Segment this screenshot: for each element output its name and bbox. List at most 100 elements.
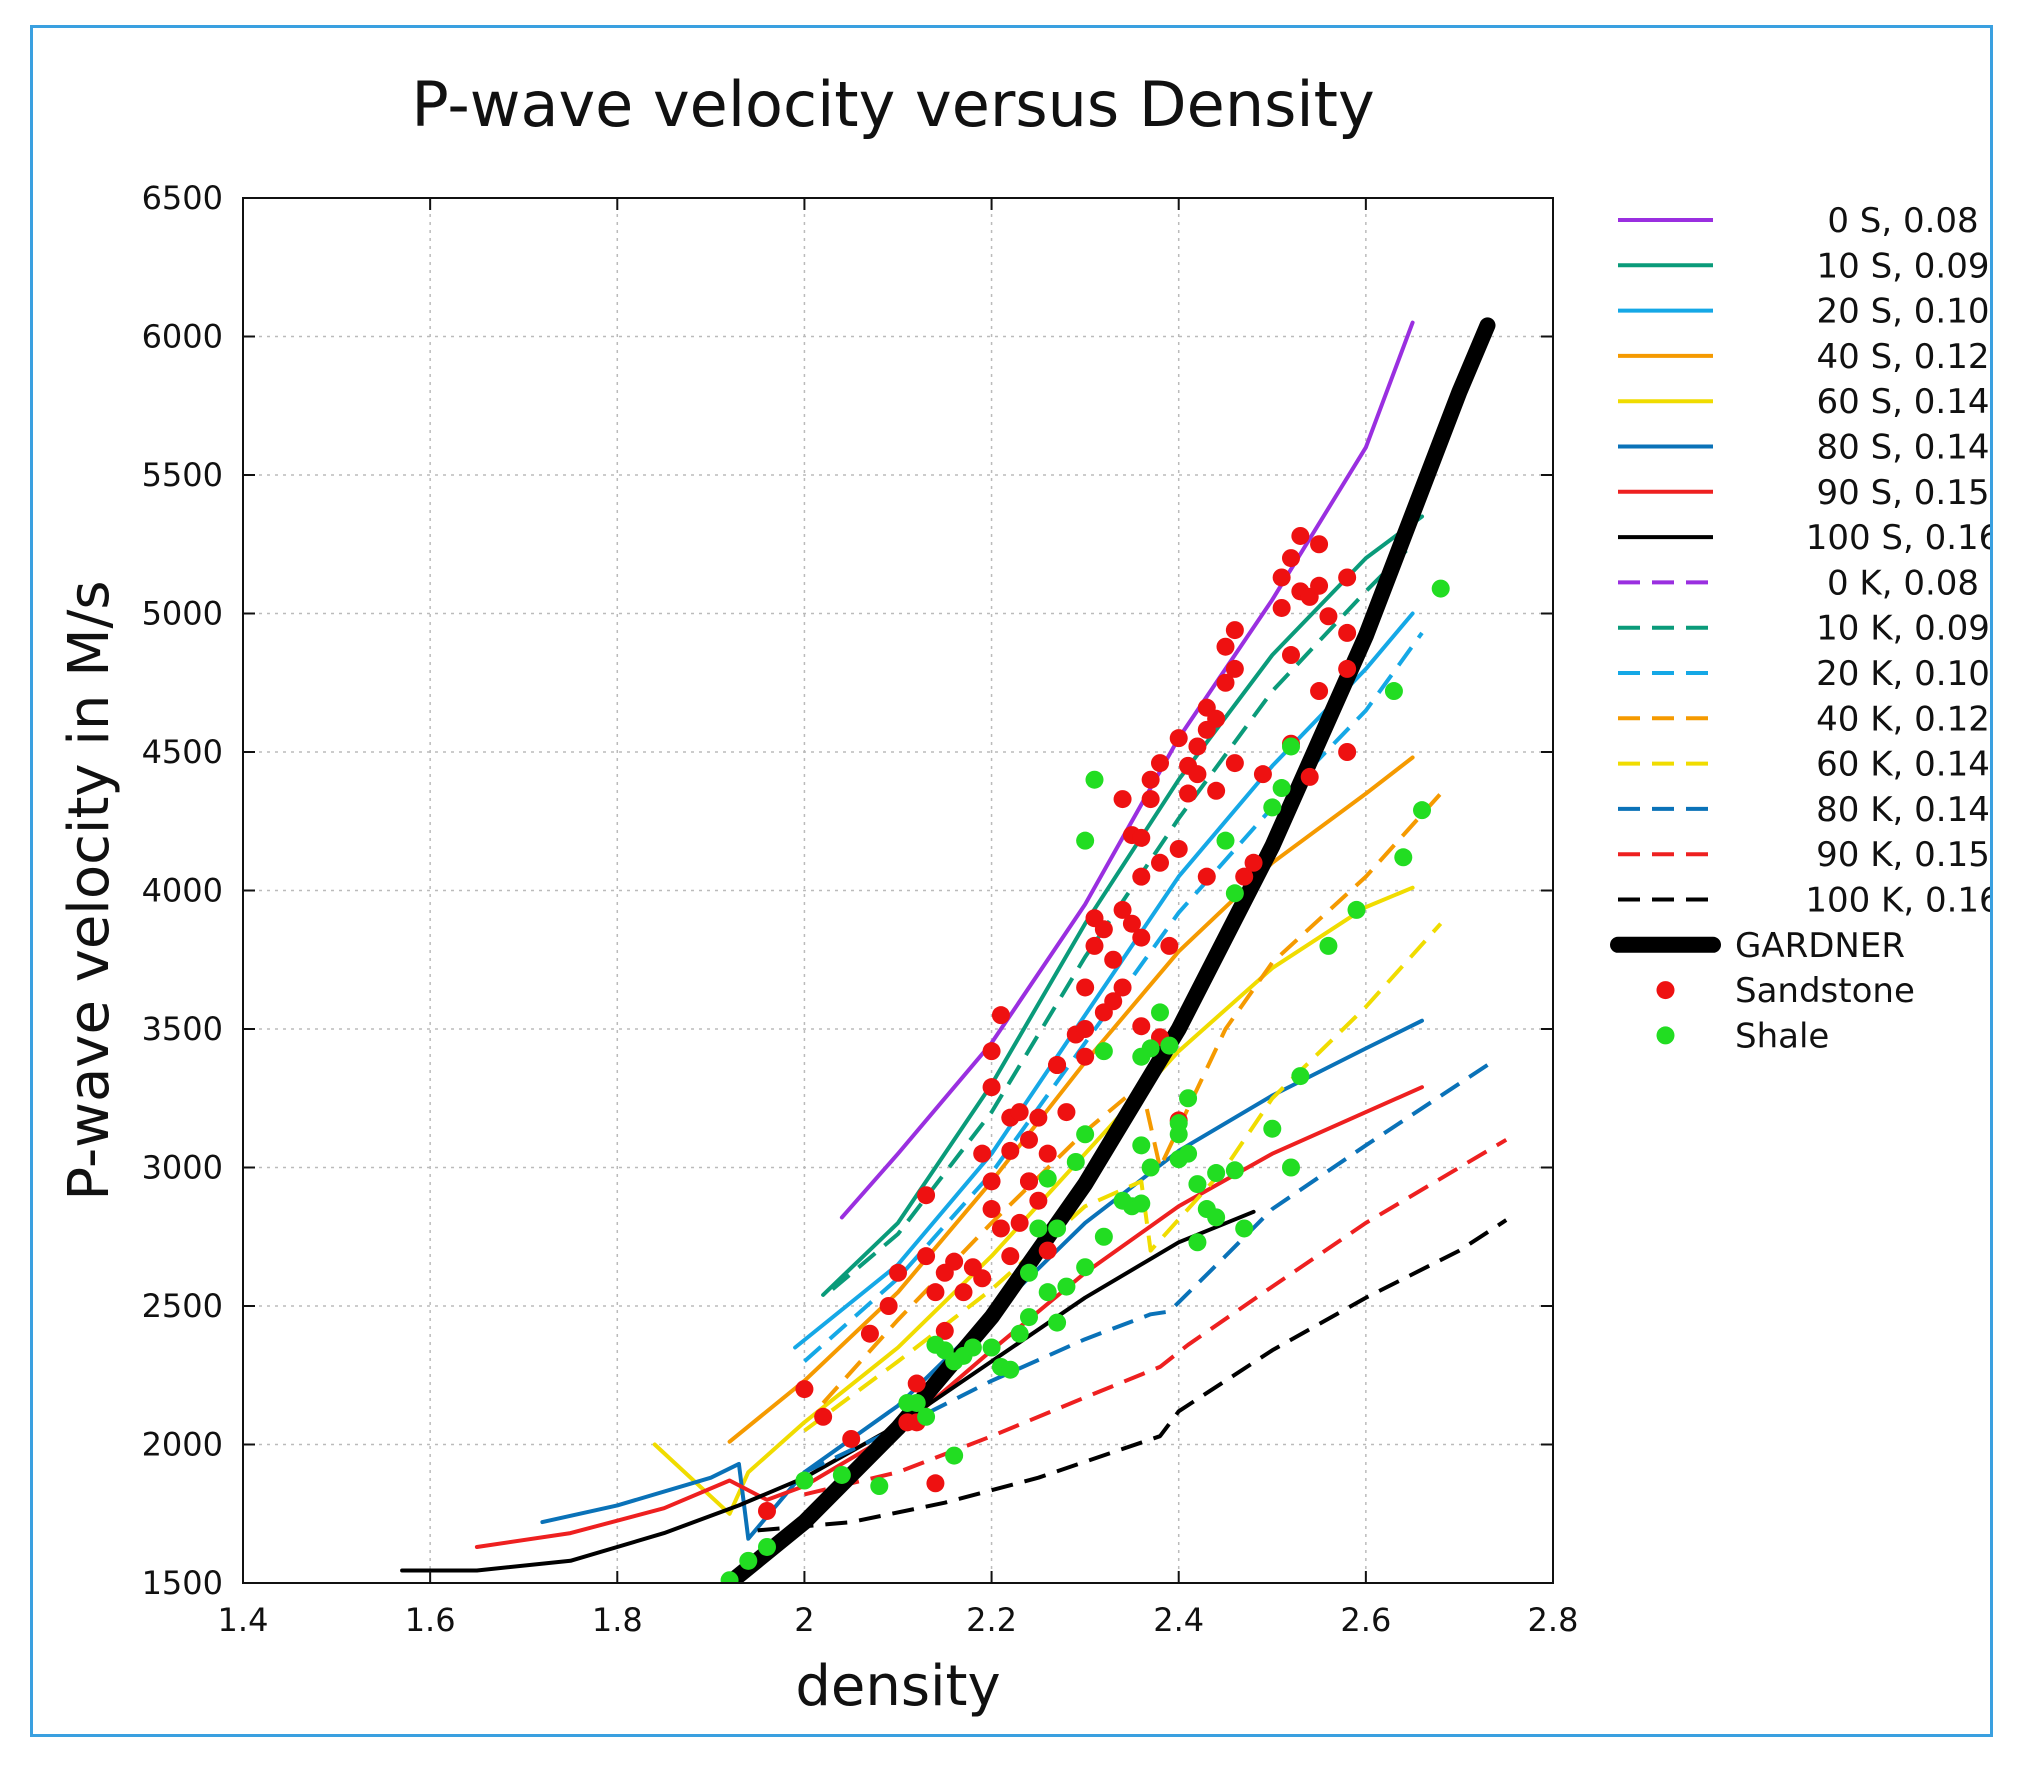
- point-sandstone: [1338, 623, 1357, 642]
- point-sandstone: [1076, 1020, 1095, 1038]
- point-sandstone: [1338, 568, 1357, 587]
- point-sandstone: [1151, 853, 1169, 872]
- point-sandstone: [1029, 1191, 1048, 1210]
- legend-label-shale: Shale: [1735, 1016, 1829, 1056]
- point-sandstone: [1160, 936, 1179, 955]
- point-sandstone: [1076, 1047, 1095, 1066]
- point-shale: [739, 1551, 758, 1570]
- point-shale: [1048, 1219, 1067, 1238]
- point-sandstone: [1225, 754, 1244, 773]
- point-sandstone: [1338, 659, 1357, 678]
- legend-label-0-k-0-08: 0 K, 0.08: [1827, 563, 1979, 603]
- x-tick-label: 1.4: [218, 1601, 269, 1639]
- point-shale: [1207, 1208, 1226, 1227]
- point-sandstone: [1179, 784, 1198, 803]
- point-shale: [1076, 1258, 1095, 1277]
- point-sandstone: [1244, 853, 1263, 872]
- point-sandstone: [860, 1324, 879, 1343]
- legend-label-90-k-0-15: 90 K, 0.15: [1816, 835, 1990, 875]
- point-sandstone: [991, 1219, 1010, 1238]
- point-shale: [1132, 1047, 1151, 1066]
- legend-label-gardner: GARDNER: [1735, 926, 1905, 966]
- point-shale: [1207, 1164, 1226, 1183]
- series-line-100-s-0-16: [400, 1209, 1256, 1573]
- x-tick-label: 2.4: [1153, 1601, 1204, 1639]
- x-tick-label: 2: [794, 1601, 814, 1639]
- point-sandstone: [907, 1374, 926, 1393]
- x-tick-label: 2.6: [1340, 1601, 1391, 1639]
- point-shale: [1169, 1125, 1188, 1144]
- point-sandstone: [1197, 867, 1216, 886]
- legend: 0 S, 0.08 10 S, 0.09 20 S, 0.10 40 S, 0.12 6…: [1610, 201, 1990, 1056]
- point-shale: [1020, 1308, 1038, 1327]
- point-shale: [1141, 1158, 1160, 1177]
- point-sandstone: [795, 1380, 814, 1399]
- point-sandstone: [917, 1247, 936, 1266]
- point-shale: [1038, 1283, 1057, 1302]
- point-sandstone: [1001, 1247, 1020, 1266]
- point-sandstone: [973, 1269, 992, 1288]
- point-sandstone: [954, 1283, 973, 1302]
- ticks-layer: 1.4 1.6 1.8 2 2.2 2.4 2.6 2.8 1500 2000 2500 3000 35…: [142, 179, 1579, 1639]
- grid-layer: [243, 198, 1553, 1583]
- y-tick-label: 2500: [142, 1287, 223, 1325]
- point-sandstone: [991, 1006, 1010, 1025]
- point-shale: [1076, 831, 1095, 850]
- legend-marker-shale: [1656, 1026, 1675, 1045]
- point-sandstone: [1310, 682, 1329, 701]
- chart-title: P-wave velocity versus Density: [411, 68, 1374, 141]
- point-sandstone: [1010, 1103, 1029, 1122]
- point-shale: [1048, 1313, 1067, 1332]
- point-shale: [720, 1571, 739, 1583]
- point-sandstone: [1048, 1056, 1067, 1075]
- point-sandstone: [1169, 839, 1188, 858]
- x-tick-label: 2.2: [966, 1601, 1017, 1639]
- point-shale: [1282, 1158, 1300, 1177]
- point-sandstone: [1216, 637, 1235, 656]
- point-sandstone: [1235, 867, 1254, 886]
- y-tick-label: 5000: [142, 595, 223, 633]
- series-line-gardner: [721, 317, 1496, 1583]
- point-sandstone: [1338, 743, 1357, 761]
- point-sandstone: [1188, 737, 1207, 756]
- point-sandstone: [973, 1144, 992, 1163]
- point-sandstone: [1141, 770, 1160, 789]
- point-shale: [1179, 1144, 1198, 1163]
- x-tick-label: 1.8: [592, 1601, 643, 1639]
- point-sandstone: [982, 1042, 1001, 1061]
- point-sandstone: [1319, 607, 1338, 626]
- legend-label-10-s-0-09: 10 S, 0.09: [1817, 246, 1990, 286]
- legend-label-sandstone: Sandstone: [1735, 971, 1915, 1011]
- point-sandstone: [842, 1429, 861, 1448]
- series-line-100-k-0-16: [757, 1218, 1508, 1533]
- legend-label-100-k-0-16: 100 K, 0.16: [1805, 881, 1990, 921]
- point-sandstone: [1020, 1172, 1038, 1191]
- point-shale: [1235, 1219, 1254, 1238]
- point-sandstone: [935, 1321, 954, 1340]
- point-shale: [1066, 1152, 1085, 1171]
- point-sandstone: [1282, 646, 1300, 665]
- point-sandstone: [1104, 950, 1123, 969]
- y-axis-label: P-wave velocity in M/s: [57, 580, 122, 1200]
- legend-label-100-s-0-16: 100 S, 0.16: [1806, 518, 1990, 558]
- point-shale: [1263, 1119, 1282, 1138]
- point-shale: [870, 1477, 889, 1496]
- point-sandstone: [1225, 659, 1244, 678]
- point-sandstone: [982, 1172, 1001, 1191]
- point-sandstone: [1225, 621, 1244, 640]
- point-shale: [1094, 1227, 1113, 1246]
- point-sandstone: [1029, 1108, 1048, 1127]
- point-shale: [1263, 798, 1282, 817]
- point-sandstone: [1272, 568, 1291, 587]
- y-tick-label: 4000: [142, 872, 223, 910]
- point-sandstone: [1010, 1213, 1029, 1232]
- y-tick-label: 6000: [142, 318, 223, 356]
- point-sandstone: [1038, 1241, 1057, 1260]
- legend-label-10-k-0-09: 10 K, 0.09: [1816, 609, 1990, 649]
- series-line-80-s-0-14: [540, 1018, 1424, 1541]
- point-shale: [1160, 1036, 1179, 1055]
- point-shale: [1188, 1233, 1207, 1252]
- point-sandstone: [945, 1252, 964, 1271]
- legend-label-60-s-0-14: 60 S, 0.14: [1817, 382, 1990, 422]
- point-shale: [1094, 1042, 1113, 1061]
